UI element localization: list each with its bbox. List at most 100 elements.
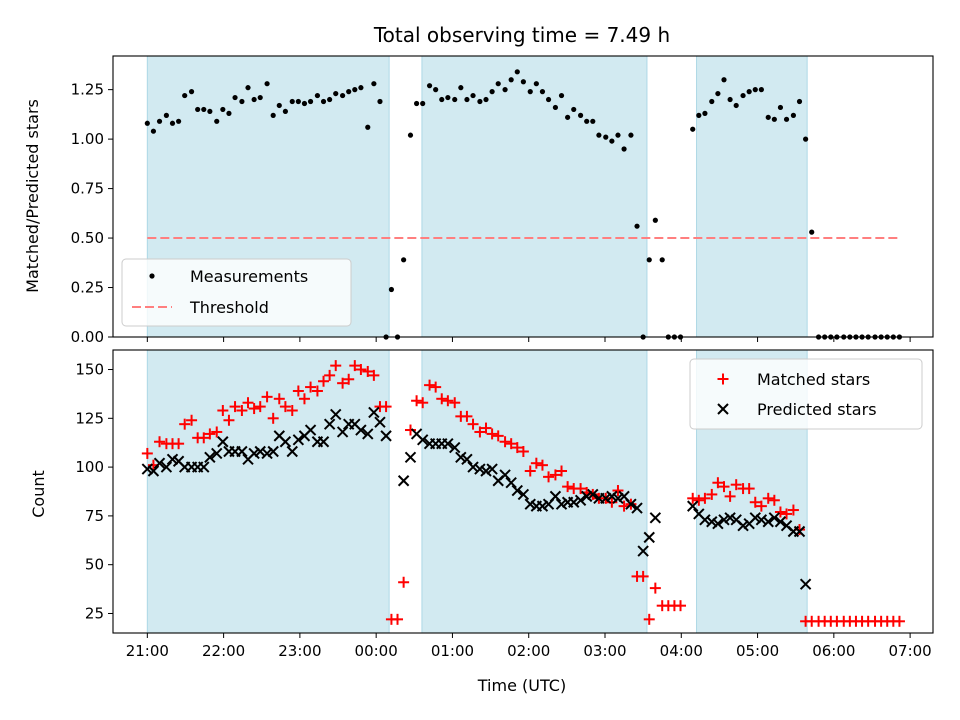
measurement-point bbox=[733, 102, 739, 109]
measurement-point bbox=[539, 89, 546, 95]
ratio-legend: Measurements Threshold bbox=[121, 258, 352, 327]
measurement-point bbox=[182, 92, 188, 99]
measurement-point bbox=[340, 92, 346, 99]
x-tick-label: 04:00 bbox=[660, 642, 703, 660]
measurement-point bbox=[388, 286, 395, 293]
measurement-point bbox=[163, 112, 169, 118]
predicted-star-point bbox=[467, 461, 479, 473]
predicted-star-point bbox=[499, 469, 511, 481]
matched-star-point bbox=[337, 377, 349, 389]
measurement-point bbox=[628, 132, 634, 138]
predicted-star-point bbox=[643, 531, 655, 544]
matched-star-point bbox=[404, 424, 416, 436]
measurement-point bbox=[201, 106, 207, 113]
measurement-point bbox=[289, 98, 295, 105]
matched-star-point bbox=[643, 613, 655, 625]
matched-star-point bbox=[229, 401, 241, 413]
ratio-panel-frame bbox=[112, 55, 934, 338]
measurement-point bbox=[401, 257, 407, 263]
x-tick-label: 21:00 bbox=[126, 642, 169, 660]
measurement-point bbox=[413, 100, 420, 107]
matched-star-point bbox=[223, 414, 235, 426]
measurement-point bbox=[264, 81, 270, 87]
predicted-star-point bbox=[712, 517, 724, 530]
observing-span-2 bbox=[696, 55, 808, 338]
measurement-point bbox=[489, 89, 495, 95]
measurement-point bbox=[276, 102, 282, 109]
legend-predicted-label: Predicted stars bbox=[757, 400, 877, 419]
predicted-star-point bbox=[323, 418, 336, 430]
measurement-point bbox=[232, 94, 238, 101]
matched-star-point bbox=[442, 395, 454, 407]
matched-star-point bbox=[712, 477, 724, 489]
matched-star-point bbox=[398, 576, 410, 588]
matched-star-point bbox=[730, 479, 742, 491]
matched-star-point bbox=[254, 401, 266, 413]
y-tick-label: 25 bbox=[85, 604, 104, 622]
predicted-star-point bbox=[568, 496, 580, 508]
matched-star-point bbox=[787, 504, 799, 516]
matched-star-point bbox=[362, 365, 374, 377]
measurement-point bbox=[377, 98, 383, 105]
count-legend: Matched stars Predicted stars bbox=[689, 358, 923, 430]
y-tick-label: 0.25 bbox=[71, 279, 104, 297]
matched-star-point bbox=[649, 582, 661, 594]
predicted-star-point bbox=[292, 434, 305, 446]
predicted-star-point bbox=[517, 488, 530, 501]
matched-star-point bbox=[330, 360, 342, 372]
matched-star-point bbox=[211, 426, 223, 438]
observing-span-0 bbox=[146, 349, 390, 634]
measurement-point bbox=[464, 96, 470, 103]
measurement-point bbox=[502, 87, 508, 93]
matched-star-point bbox=[492, 430, 504, 442]
legend-cross-marker bbox=[717, 403, 729, 415]
predicted-star-point bbox=[416, 434, 429, 446]
matched-star-point bbox=[467, 418, 479, 430]
measurement-point bbox=[696, 112, 702, 118]
measurement-point bbox=[752, 87, 758, 93]
predicted-star-point bbox=[355, 424, 367, 436]
matched-star-point bbox=[324, 369, 336, 381]
legend-plus-marker bbox=[717, 373, 729, 385]
matched-star-point bbox=[517, 445, 529, 457]
measurement-point bbox=[727, 96, 733, 103]
predicted-star-point bbox=[217, 436, 229, 448]
measurement-point bbox=[477, 98, 483, 105]
measurement-point bbox=[320, 98, 327, 105]
measurement-point bbox=[552, 104, 559, 111]
measurement-point bbox=[307, 98, 314, 105]
predicted-star-point bbox=[204, 451, 216, 464]
measurement-point bbox=[452, 96, 458, 103]
measurement-point bbox=[156, 118, 163, 124]
matched-star-point bbox=[524, 465, 536, 477]
y-tick-label: 0.75 bbox=[71, 180, 104, 198]
x-tick-label: 01:00 bbox=[431, 642, 474, 660]
measurement-point bbox=[652, 217, 658, 223]
measurement-point bbox=[790, 112, 797, 118]
predicted-star-point bbox=[267, 445, 279, 458]
predicted-star-point bbox=[649, 512, 662, 524]
predicted-star-point bbox=[699, 514, 711, 526]
measurement-point bbox=[207, 108, 213, 115]
matched-star-point bbox=[279, 401, 291, 413]
chart-title: Total observing time = 7.49 h bbox=[373, 23, 670, 47]
matched-star-point bbox=[781, 508, 793, 520]
predicted-star-points bbox=[141, 406, 812, 590]
measurement-point bbox=[615, 132, 621, 138]
measurement-point bbox=[495, 81, 501, 87]
matched-star-point bbox=[724, 490, 736, 502]
y-tick-label: 150 bbox=[75, 361, 104, 379]
measurement-point bbox=[251, 96, 257, 103]
measurement-point bbox=[545, 96, 552, 103]
legend-matched-label: Matched stars bbox=[757, 370, 870, 389]
matched-star-point bbox=[261, 391, 273, 403]
measurement-point bbox=[803, 136, 809, 142]
matched-star-point bbox=[411, 395, 423, 407]
ratio-observing-spans bbox=[146, 55, 808, 338]
matched-star-point bbox=[198, 432, 210, 444]
matched-star-point bbox=[511, 442, 523, 454]
count-panel-frame bbox=[112, 349, 934, 634]
ratio-panel: 0.00 0.25 0.50 0.75 1.00 1.25 Matched/Predict… bbox=[23, 55, 934, 346]
matched-star-point bbox=[749, 496, 761, 508]
